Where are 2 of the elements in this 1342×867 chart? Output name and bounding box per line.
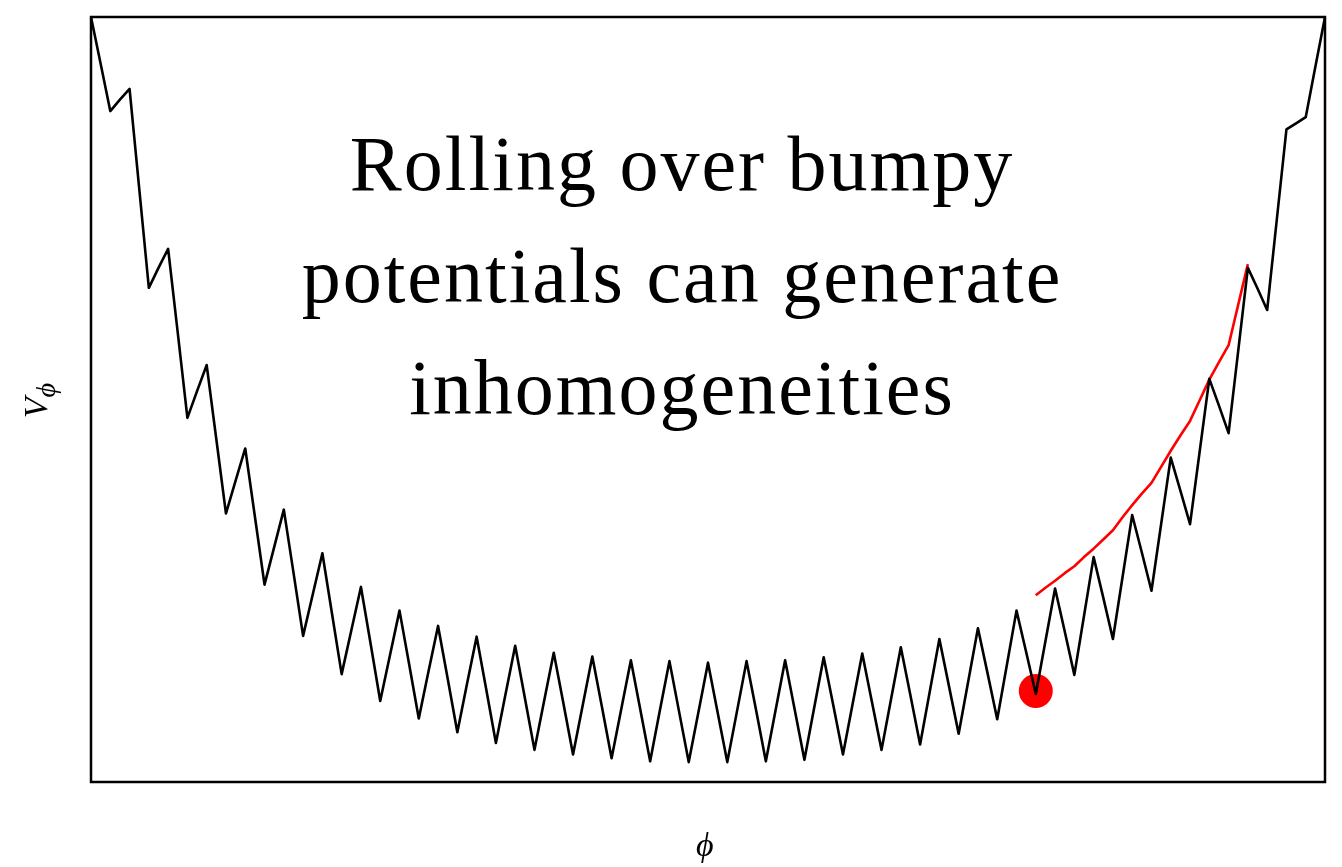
annotation: Rolling over bumpy potentials can generate inhomogeneities bbox=[300, 119, 1064, 433]
x-axis-title: ϕ bbox=[696, 826, 714, 863]
